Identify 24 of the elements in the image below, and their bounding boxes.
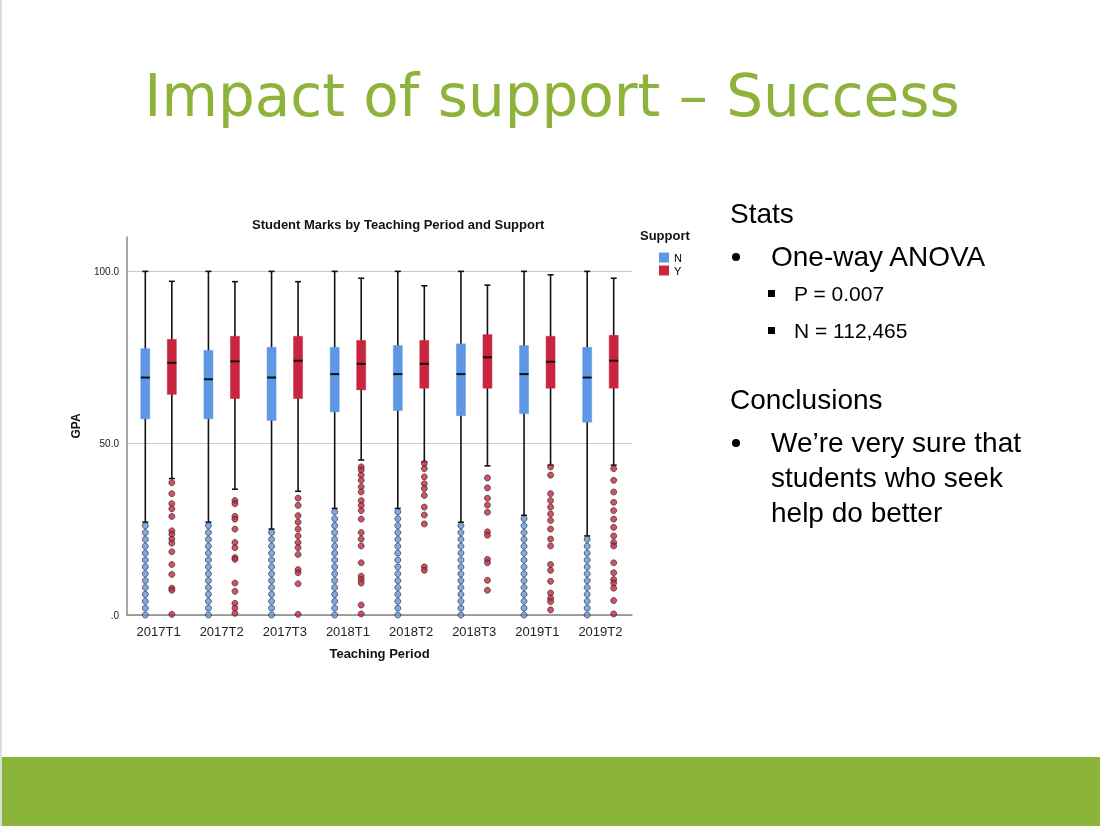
text: One-way ANOVA [770, 240, 987, 274]
text: We’re very sure that students who seek help do better [770, 426, 1023, 530]
x-tick-label: 2017T2 [199, 624, 244, 639]
x-tick-label: 2018T1 [325, 624, 370, 639]
x-tick-label: 2017T3 [262, 624, 307, 639]
chart-title: Impact of support – Success [143, 62, 961, 130]
text: N = 112,465 [793, 318, 909, 344]
text: Conclusions [730, 383, 884, 417]
y-tick-label: .0 [110, 609, 120, 621]
x-axis-title: Teaching Period [329, 646, 430, 661]
y-axis-title: GPA [69, 413, 83, 439]
y-tick-label: 100.0 [93, 265, 120, 277]
x-tick-label: 2019T1 [515, 624, 560, 639]
y-tick-label: 50.0 [99, 437, 120, 449]
x-tick-label: 2017T1 [136, 624, 181, 639]
text: P = 0.007 [793, 281, 886, 307]
x-tick-label: 2018T3 [452, 624, 497, 639]
legend-label: N [674, 251, 682, 264]
legend-label: Y [674, 264, 682, 277]
x-tick-label: 2018T2 [389, 624, 434, 639]
legend-title: Support [640, 228, 691, 243]
chart-subtitle: Student Marks by Teaching Period and Support [252, 217, 545, 232]
x-tick-label: 2019T2 [578, 624, 623, 639]
text: Stats [730, 197, 795, 231]
